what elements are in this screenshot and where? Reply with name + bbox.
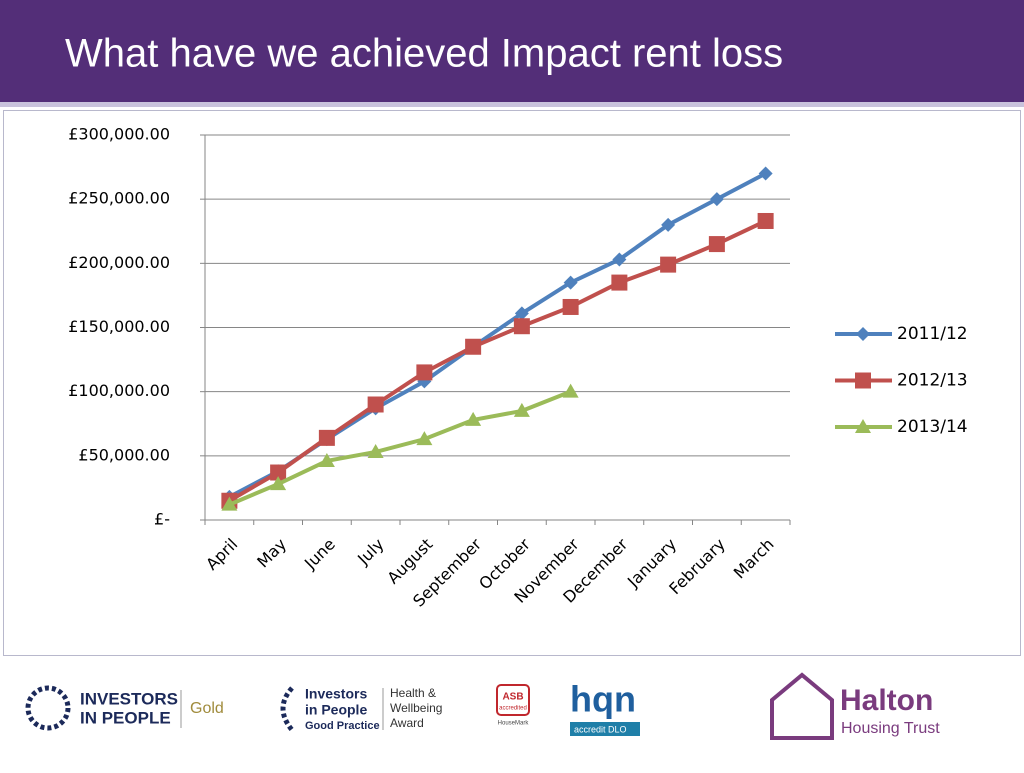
y-tick-label: £100,000.00: [68, 381, 170, 400]
logo-text: in People: [305, 702, 367, 718]
marker: [757, 212, 774, 229]
logo-text: accredited: [499, 706, 527, 712]
dlo-bar: [570, 722, 640, 736]
footer: INVESTORS IN PEOPLE Gold Investors in Pe…: [25, 672, 940, 740]
legend-label: 2012/13: [897, 371, 968, 391]
marker: [465, 411, 482, 426]
marker: [612, 252, 627, 267]
asb-logo: [496, 684, 530, 716]
marker: [611, 274, 628, 291]
logo-text: Award: [390, 716, 424, 730]
marker: [465, 338, 482, 355]
logo-text: HouseMark: [498, 721, 530, 727]
logo-text: Halton: [840, 684, 933, 717]
y-tick-label: £200,000.00: [68, 253, 170, 272]
logo-text: IN PEOPLE: [80, 708, 171, 727]
header-rule: [0, 102, 1024, 107]
marker: [270, 464, 287, 481]
legend-label: 2013/14: [897, 417, 968, 437]
logo-text: Health &: [390, 686, 436, 700]
marker: [709, 192, 724, 207]
logo-text: Investors: [305, 686, 367, 702]
y-tick-label: £250,000.00: [68, 189, 170, 208]
marker: [562, 298, 579, 315]
marker: [562, 383, 579, 398]
marker: [563, 275, 578, 290]
marker: [416, 364, 433, 381]
logo-text: Good Practice: [305, 720, 380, 732]
marker: [416, 431, 433, 446]
logo-text: INVESTORS: [80, 689, 178, 708]
logo-text: hqn: [570, 679, 636, 720]
legend-marker: [856, 327, 870, 341]
iip-logo: [25, 685, 71, 731]
y-tick-label: £300,000.00: [68, 125, 170, 144]
marker: [708, 236, 725, 253]
y-tick-label: £150,000.00: [68, 317, 170, 336]
marker: [661, 217, 676, 232]
logo-text: ASB: [502, 692, 523, 703]
legend-label: 2011/12: [897, 324, 968, 344]
legend-marker: [855, 372, 871, 389]
y-tick-label: £-: [154, 510, 170, 529]
marker: [514, 306, 529, 321]
logo-text: Wellbeing: [390, 701, 442, 715]
marker: [270, 476, 287, 491]
legend: 2011/12 2012/13 2013/14: [835, 324, 968, 437]
marker: [221, 496, 238, 511]
series-line: [228, 219, 767, 503]
halton-logo: [770, 672, 834, 740]
logo-text: Housing Trust: [841, 720, 940, 737]
gp-logo: [280, 686, 294, 732]
marker: [758, 166, 773, 181]
legend-marker: [855, 419, 871, 433]
marker: [513, 318, 530, 335]
marker: [367, 443, 384, 458]
marker: [367, 396, 384, 413]
logo-text: accredit DLO: [574, 724, 627, 734]
slide-title: What have we achieved Impact rent loss: [65, 32, 783, 76]
header-bar: [0, 0, 1024, 102]
marker: [513, 402, 530, 417]
logo-text: Gold: [190, 700, 224, 717]
series-line: [228, 389, 572, 507]
marker: [660, 256, 677, 273]
y-tick-label: £50,000.00: [78, 445, 170, 464]
marker: [318, 429, 335, 446]
marker: [318, 452, 335, 467]
chart-frame: [3, 110, 1021, 656]
